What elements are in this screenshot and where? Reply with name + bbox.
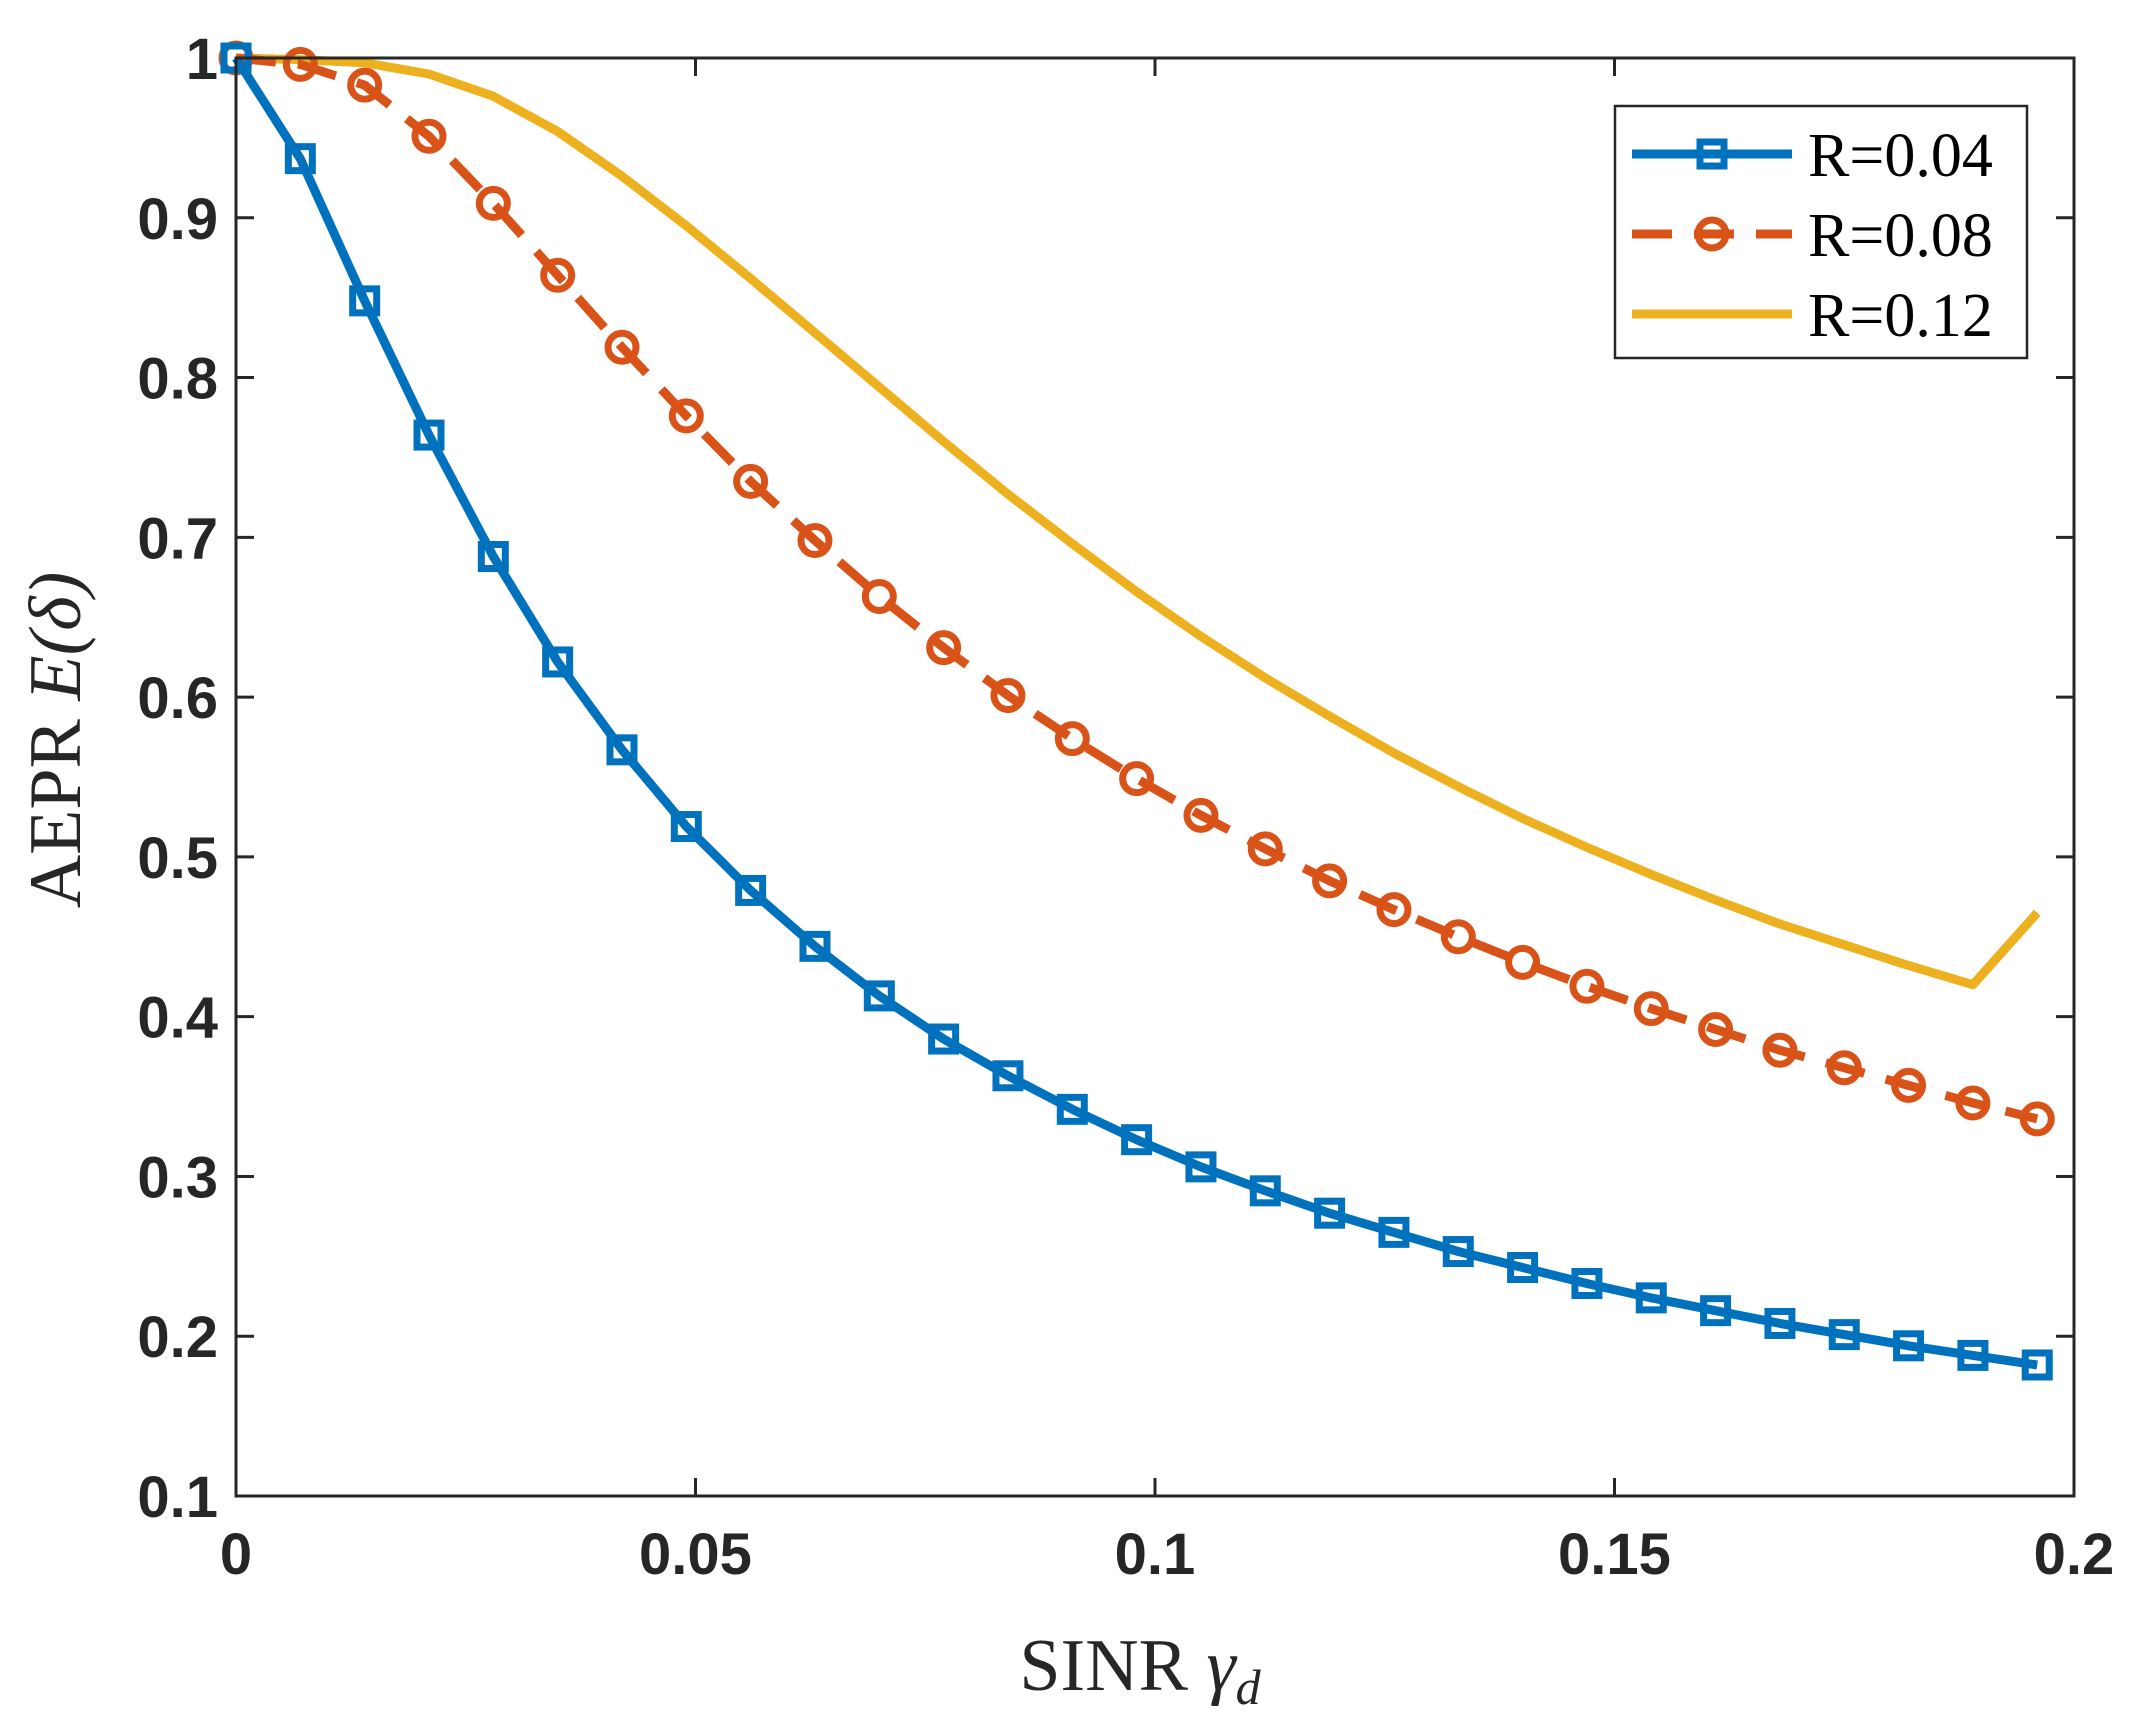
data-point — [926, 630, 962, 666]
series-line — [235, 53, 2041, 990]
data-point — [1957, 1339, 1989, 1371]
y-tick-label: 0.3 — [137, 1145, 218, 1210]
data-point — [863, 980, 895, 1012]
data-point — [284, 143, 316, 175]
legend: R=0.04 R=0.08 R=0.12 — [1613, 104, 2029, 360]
series-line — [235, 53, 2039, 1124]
data-point — [1185, 1151, 1217, 1183]
data-point — [990, 678, 1026, 714]
data-point — [1247, 831, 1283, 867]
data-point — [1893, 1330, 1925, 1362]
data-point — [1762, 1032, 1798, 1068]
y-tick-labels: 0.1 0.2 0.3 0.4 0.5 0.6 0.7 0.8 0.9 1 — [137, 27, 218, 1530]
data-point — [2021, 1349, 2053, 1381]
x-tick-label: 0.1 — [1115, 1522, 1196, 1587]
y-tick-label: 0.4 — [137, 986, 218, 1051]
y-tick-label: 0.1 — [137, 1465, 218, 1530]
data-point — [1249, 1175, 1281, 1207]
x-tick-labels: 0 0.05 0.1 0.15 0.2 — [220, 1522, 2114, 1587]
y-tick-label: 0.9 — [137, 187, 218, 252]
data-point — [668, 398, 704, 434]
data-point — [349, 285, 381, 317]
data-point — [1121, 1124, 1153, 1156]
x-axis-title: SINR γd — [1019, 1625, 1261, 1715]
data-point — [413, 419, 445, 451]
data-point — [1314, 1197, 1346, 1229]
y-tick-label: 0.6 — [137, 666, 218, 731]
data-point — [1828, 1319, 1860, 1351]
x-tick-label: 0.2 — [2034, 1522, 2115, 1587]
data-point — [733, 463, 769, 499]
data-point — [542, 646, 574, 678]
data-point — [2019, 1101, 2055, 1137]
data-point — [540, 257, 576, 293]
series-R=0.12 — [235, 53, 2041, 990]
data-point — [735, 874, 767, 906]
data-point — [477, 541, 509, 573]
series-layer — [218, 40, 2055, 1381]
y-tick-label: 0.8 — [137, 347, 218, 412]
x-tick-label: 0 — [220, 1522, 252, 1587]
data-point — [1183, 797, 1219, 833]
legend-label: R=0.04 — [1808, 122, 1993, 190]
axis-ticks — [234, 56, 2076, 1498]
data-point — [1955, 1085, 1991, 1121]
legend-item: R=0.04 — [1632, 122, 1993, 190]
data-point — [411, 118, 447, 154]
series-R=0.08 — [218, 40, 2055, 1137]
legend-item: R=0.08 — [1632, 202, 1993, 270]
x-tick-label: 0.15 — [1558, 1522, 1671, 1587]
data-point — [1119, 761, 1155, 797]
data-point — [861, 578, 897, 614]
y-tick-label: 0.2 — [137, 1305, 218, 1370]
data-point — [1505, 944, 1541, 980]
series-line — [232, 55, 2038, 1370]
data-point — [1764, 1307, 1796, 1339]
data-point — [1507, 1252, 1539, 1284]
data-point — [1056, 1093, 1088, 1125]
data-point — [1376, 892, 1412, 928]
data-point — [1054, 721, 1090, 757]
data-point — [1635, 1282, 1667, 1314]
data-point — [1700, 1295, 1732, 1327]
data-point — [347, 67, 383, 103]
data-point — [1312, 863, 1348, 899]
y-tick-label: 0.7 — [137, 506, 218, 571]
data-point — [797, 523, 833, 559]
legend-label: R=0.12 — [1808, 282, 1993, 350]
y-tick-label: 1 — [186, 27, 218, 92]
legend-label: R=0.08 — [1808, 202, 1993, 270]
data-point — [282, 46, 318, 82]
data-point — [1698, 1011, 1734, 1047]
data-point — [1569, 968, 1605, 1004]
data-point — [606, 734, 638, 766]
data-point — [799, 930, 831, 962]
y-tick-label: 0.5 — [137, 826, 218, 891]
data-point — [928, 1023, 960, 1055]
data-point — [670, 811, 702, 843]
data-point — [1442, 1236, 1474, 1268]
legend-item: R=0.12 — [1632, 282, 1993, 350]
data-point — [1633, 991, 1669, 1027]
data-point — [1440, 919, 1476, 955]
data-point — [1378, 1216, 1410, 1248]
data-point — [1826, 1050, 1862, 1086]
data-point — [475, 185, 511, 221]
legend-marker — [1694, 216, 1730, 252]
y-axis-title: AEPR E(δ) — [15, 572, 97, 909]
series-R=0.04 — [220, 42, 2053, 1381]
data-point — [1891, 1067, 1927, 1103]
legend-marker — [1696, 138, 1728, 170]
data-point — [604, 329, 640, 365]
data-point — [992, 1060, 1024, 1092]
x-tick-label: 0.05 — [639, 1522, 752, 1587]
data-point — [1571, 1267, 1603, 1299]
